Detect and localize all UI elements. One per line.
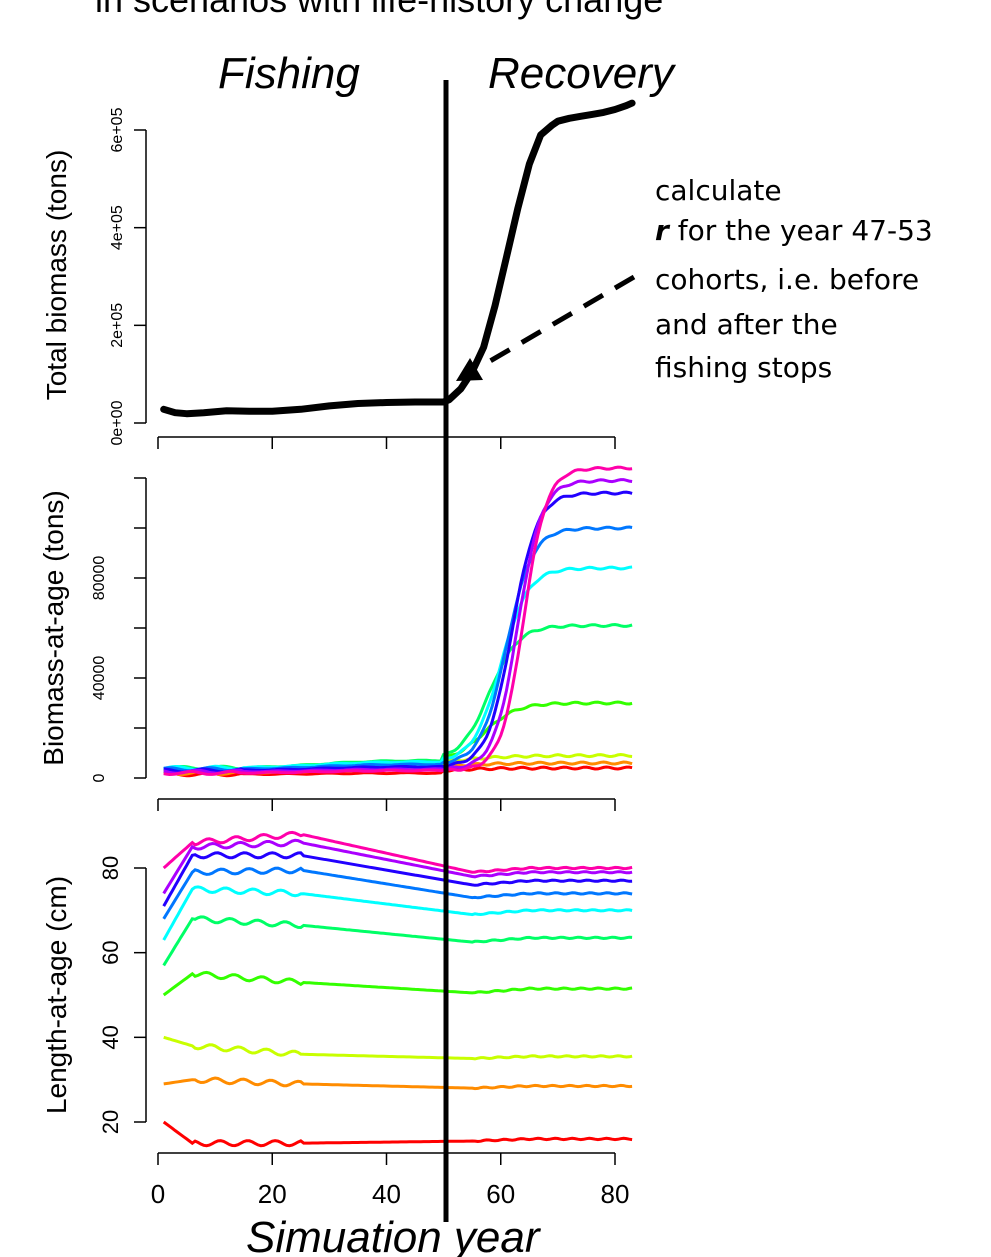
- length-at-age-line: [162, 838, 633, 895]
- annotation-line4: and after the: [655, 308, 838, 341]
- biomass-at-age-line: [163, 525, 633, 773]
- annotation-line2: r for the year 47-53: [655, 214, 933, 247]
- annotation-line2-rest: for the year 47-53: [669, 214, 933, 247]
- biomass-at-age-line: [163, 565, 633, 771]
- y-axis-title: Length-at-age (cm): [41, 876, 72, 1114]
- total-biomass-panel: 0e+00 2e+05 4e+05 6e+05 Total biomass (tons): [41, 99, 636, 449]
- annotation-line3: cohorts, i.e. before: [655, 263, 919, 296]
- annotation: calculate r for the year 47-53 cohorts, …: [655, 174, 933, 384]
- recovery-label: Recovery: [488, 49, 677, 98]
- annotation-line5: fishing stops: [655, 351, 832, 384]
- y-tick-label: 6e+05: [109, 107, 126, 152]
- header-text: in scenarios with life-history change: [95, 0, 663, 20]
- length-at-age-line: [162, 866, 633, 920]
- length-at-age-line: [162, 885, 633, 941]
- length-at-age-line: [162, 851, 633, 907]
- x-tick-label: 0: [151, 1179, 165, 1209]
- y-tick-label: 80: [98, 856, 123, 880]
- biomass-at-age-line: [163, 622, 633, 771]
- annotation-arrowhead: [456, 358, 483, 381]
- y-tick-label: 60: [98, 940, 123, 964]
- total-biomass-line: [160, 99, 636, 418]
- y-tick-label: 40: [98, 1025, 123, 1049]
- annotation-r: r: [655, 214, 671, 247]
- y-tick-label: 40000: [91, 656, 108, 701]
- x-tick-label: 20: [258, 1179, 287, 1209]
- y-tick-label: 20: [98, 1110, 123, 1134]
- y-tick-label: 0: [91, 773, 108, 782]
- x-tick-label: 60: [486, 1179, 515, 1209]
- y-tick-label: 80000: [91, 556, 108, 601]
- length-at-age-line: [162, 970, 633, 997]
- length-at-age-line: [163, 1076, 633, 1091]
- y-axis-title: Total biomass (tons): [41, 150, 72, 401]
- y-tick-label: 0e+00: [109, 400, 126, 445]
- fishing-label: Fishing: [218, 49, 360, 98]
- biomass-at-age-line: [163, 465, 633, 777]
- x-tick-label: 40: [372, 1179, 401, 1209]
- length-at-age-panel: 20 40 60 80 Length-at-age (cm) 0 20 40 60 80: [41, 830, 633, 1209]
- length-at-age-line: [162, 830, 633, 874]
- annotation-arrow-line: [483, 274, 636, 367]
- annotation-line1: calculate: [655, 174, 782, 207]
- length-at-age-line: [162, 915, 633, 967]
- length-at-age-line: [163, 1035, 633, 1061]
- y-tick-label: 2e+05: [109, 303, 126, 348]
- biomass-at-age-line: [163, 490, 633, 774]
- y-tick-label: 4e+05: [109, 205, 126, 250]
- length-at-age-line: [162, 1120, 633, 1148]
- biomass-at-age-panel: 0 40000 80000 Biomass-at-age (tons): [38, 465, 633, 811]
- x-tick-label: 80: [601, 1179, 630, 1209]
- y-axis-title: Biomass-at-age (tons): [38, 490, 69, 765]
- x-axis-title: Simuation year: [246, 1213, 542, 1257]
